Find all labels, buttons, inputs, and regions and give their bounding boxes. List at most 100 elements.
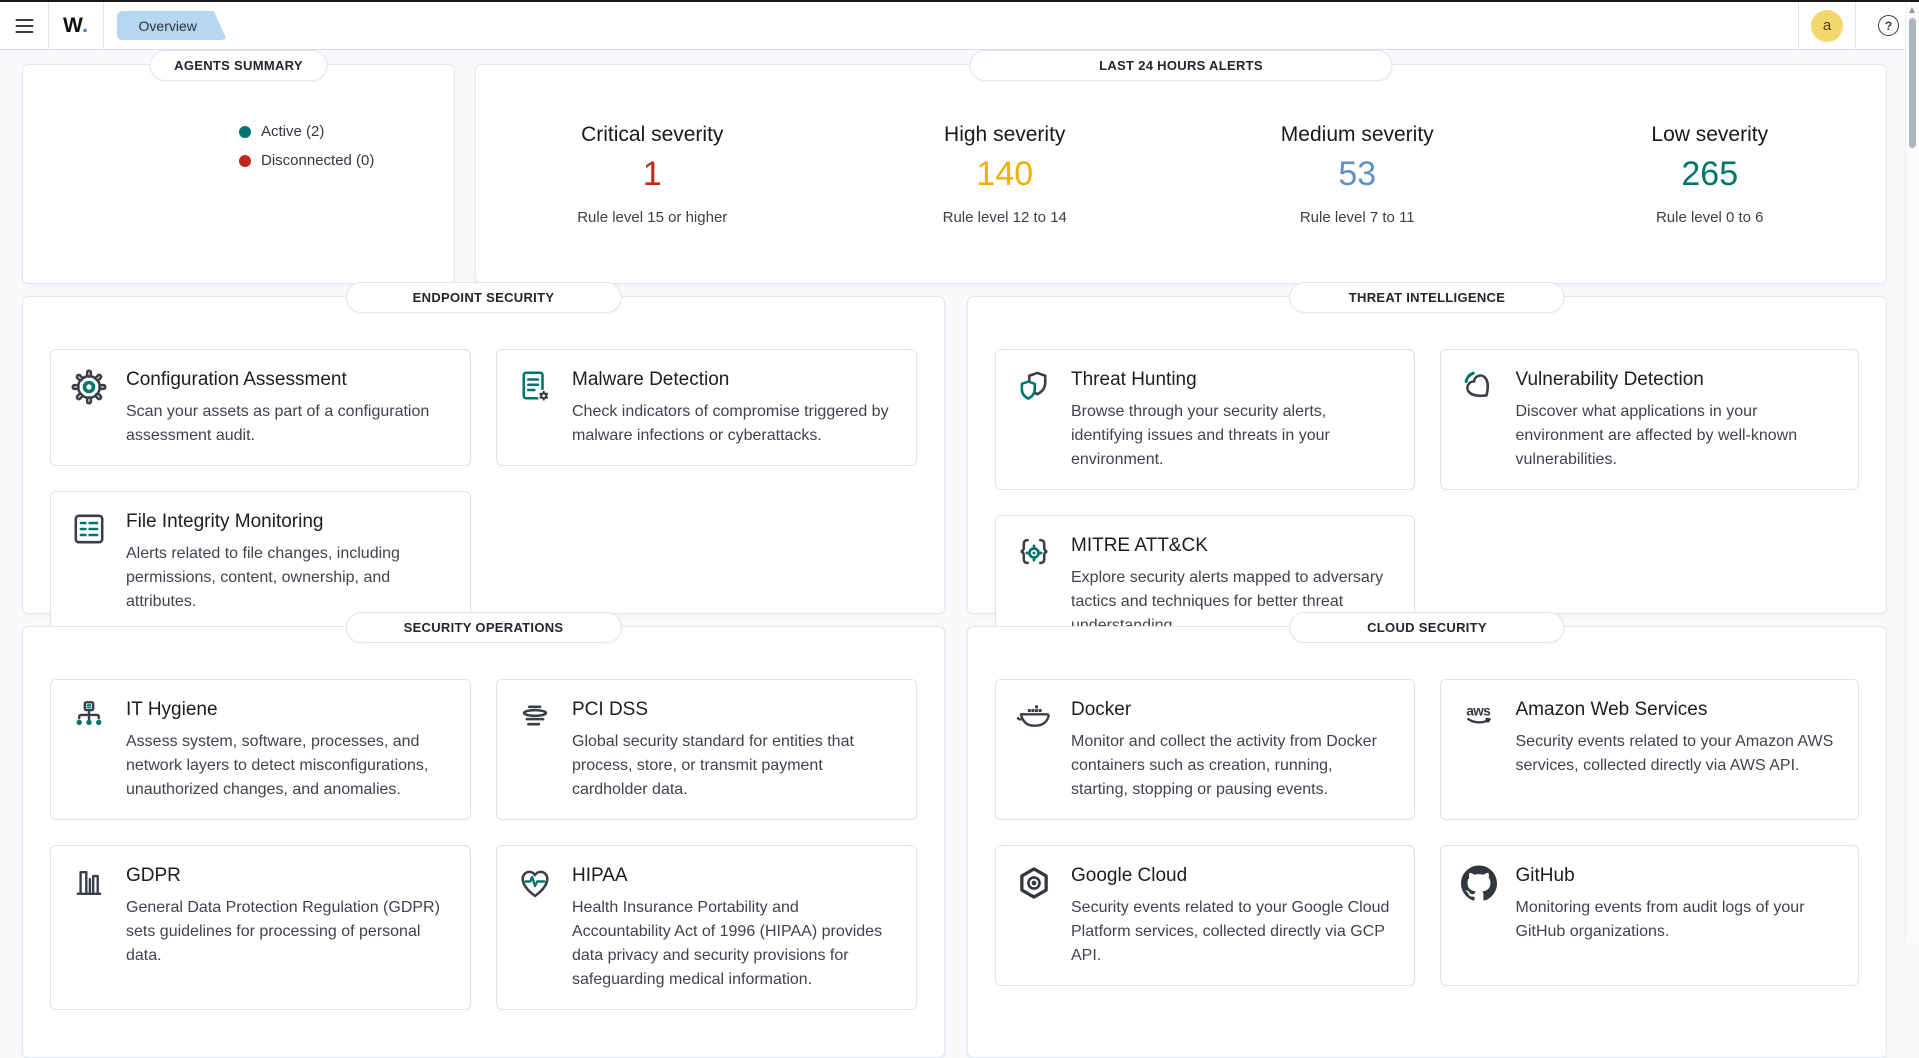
- card-description: Explore security alerts mapped to advers…: [1071, 569, 1384, 634]
- medium-severity-stat: Medium severity 53 Rule level 7 to 11: [1181, 123, 1534, 226]
- help-icon[interactable]: ?: [1878, 15, 1899, 36]
- card-description: Global security standard for entities th…: [572, 733, 854, 798]
- card-hipaa[interactable]: HIPAA Health Insurance Portability and A…: [496, 845, 917, 1010]
- card-title: Vulnerability Detection: [1515, 369, 1704, 390]
- card-description: Assess system, software, processes, and …: [126, 733, 429, 798]
- file-list-icon: [71, 509, 109, 614]
- endpoint-security-title: ENDPOINT SECURITY: [345, 282, 622, 313]
- agents-legend: Active (2) Disconnected (0): [239, 123, 374, 255]
- cloud-security-title: CLOUD SECURITY: [1289, 612, 1565, 643]
- heart-pulse-icon: [517, 863, 555, 992]
- card-title: IT Hygiene: [126, 699, 218, 720]
- severity-rule-range: Rule level 0 to 6: [1655, 209, 1764, 226]
- card-description: General Data Protection Regulation (GDPR…: [126, 899, 440, 964]
- scroll-up-arrow-icon[interactable]: [1909, 7, 1915, 13]
- card-pci-dss[interactable]: PCI DSS Global security standard for ent…: [496, 679, 917, 820]
- aws-logo-icon: aws: [1461, 697, 1499, 802]
- security-operations-panel: SECURITY OPERATIONS IT Hygiene Assess sy…: [22, 612, 945, 1058]
- severity-label: High severity: [944, 123, 1066, 146]
- topbar-divider: [102, 2, 104, 49]
- card-title: GitHub: [1515, 865, 1575, 886]
- card-title: GDPR: [126, 865, 181, 886]
- agents-summary-panel: AGENTS SUMMARY Active (2) Disconnected (…: [22, 50, 455, 284]
- card-it-hygiene[interactable]: IT Hygiene Assess system, software, proc…: [50, 679, 471, 820]
- card-malware-detection[interactable]: Malware Detection Check indicators of co…: [496, 349, 917, 466]
- card-description: Security events related to your Google C…: [1071, 899, 1390, 964]
- threat-intelligence-title: THREAT INTELLIGENCE: [1289, 282, 1565, 313]
- docker-whale-icon: [1016, 697, 1054, 802]
- card-description: Alerts related to file changes, includin…: [126, 545, 400, 610]
- card-title: HIPAA: [572, 865, 628, 886]
- card-description: Scan your assets as part of a configurat…: [126, 403, 430, 444]
- alerts-panel-title: LAST 24 HOURS ALERTS: [969, 50, 1393, 81]
- agents-summary-title: AGENTS SUMMARY: [149, 50, 328, 81]
- endpoint-security-panel: ENDPOINT SECURITY: [22, 282, 945, 632]
- card-description: Monitoring events from audit logs of you…: [1515, 899, 1805, 940]
- card-description: Discover what applications in your envir…: [1515, 403, 1798, 468]
- legend-label: Active (2): [261, 123, 325, 140]
- severity-rule-range: Rule level 7 to 11: [1299, 209, 1415, 226]
- document-gear-icon: [517, 367, 555, 448]
- active-dot-icon: [239, 125, 251, 138]
- card-title: Amazon Web Services: [1515, 699, 1708, 720]
- severity-value[interactable]: 1: [642, 155, 662, 193]
- logo-dot: .: [82, 13, 89, 37]
- network-hierarchy-icon: [71, 697, 109, 802]
- card-file-integrity-monitoring[interactable]: File Integrity Monitoring Alerts related…: [50, 491, 471, 632]
- topbar-right-group: a ?: [1798, 2, 1919, 49]
- low-severity-stat: Low severity 265 Rule level 0 to 6: [1534, 123, 1887, 226]
- hexagon-nut-icon: [1016, 863, 1054, 968]
- severity-rule-range: Rule level 15 or higher: [577, 209, 728, 226]
- card-title: Docker: [1071, 699, 1132, 720]
- threat-intelligence-panel: THREAT INTELLIGENCE Threat Hunting Brows…: [967, 282, 1887, 656]
- card-vulnerability-detection[interactable]: Vulnerability Detection Discover what ap…: [1439, 349, 1859, 490]
- agents-donut-chart[interactable]: [49, 105, 199, 255]
- severity-value[interactable]: 265: [1681, 155, 1739, 193]
- tab-overview[interactable]: Overview: [117, 11, 227, 40]
- card-configuration-assessment[interactable]: Configuration Assessment Scan your asset…: [50, 349, 471, 466]
- severity-label: Low severity: [1651, 123, 1769, 146]
- card-description: Health Insurance Portability and Account…: [572, 899, 883, 988]
- card-description: Security events related to your Amazon A…: [1515, 733, 1834, 774]
- page-scrollbar[interactable]: [1905, 2, 1919, 942]
- topbar-divider: [48, 2, 49, 49]
- critical-severity-stat: Critical severity 1 Rule level 15 or hig…: [476, 123, 829, 226]
- card-title: Google Cloud: [1071, 865, 1188, 886]
- wazuh-logo[interactable]: W.: [49, 14, 103, 38]
- building-columns-icon: [71, 863, 109, 992]
- card-description: Monitor and collect the activity from Do…: [1071, 733, 1377, 798]
- card-amazon-web-services[interactable]: aws Amazon Web Services Security events …: [1439, 679, 1859, 820]
- card-threat-hunting[interactable]: Threat Hunting Browse through your secur…: [995, 349, 1415, 490]
- scrollbar-thumb[interactable]: [1909, 18, 1916, 148]
- card-gdpr[interactable]: GDPR General Data Protection Regulation …: [50, 845, 471, 1010]
- card-title: Malware Detection: [572, 369, 730, 390]
- card-docker[interactable]: Docker Monitor and collect the activity …: [995, 679, 1415, 820]
- card-google-cloud[interactable]: Google Cloud Security events related to …: [995, 845, 1415, 986]
- avatar[interactable]: a: [1811, 9, 1843, 42]
- gear-icon: [71, 367, 109, 448]
- tilted-heart-icon: [1461, 367, 1499, 472]
- braces-target-icon: [1016, 533, 1054, 638]
- card-description: Check indicators of compromise triggered…: [572, 403, 889, 444]
- card-title: Threat Hunting: [1071, 369, 1197, 390]
- svg-text:aws: aws: [1466, 704, 1490, 719]
- window-top-edge: [0, 0, 1919, 2]
- card-title: File Integrity Monitoring: [126, 511, 324, 532]
- security-operations-title: SECURITY OPERATIONS: [345, 612, 622, 643]
- card-title: PCI DSS: [572, 699, 649, 720]
- severity-value[interactable]: 140: [976, 155, 1034, 193]
- legend-item-disconnected[interactable]: Disconnected (0): [239, 152, 374, 169]
- legend-item-active[interactable]: Active (2): [239, 123, 374, 140]
- severity-value[interactable]: 53: [1338, 155, 1377, 193]
- card-title: MITRE ATT&CK: [1071, 535, 1208, 556]
- severity-rule-range: Rule level 12 to 14: [942, 209, 1067, 226]
- stacked-layers-icon: [517, 697, 555, 802]
- card-github[interactable]: GitHub Monitoring events from audit logs…: [1439, 845, 1859, 986]
- logo-text: W: [63, 13, 83, 37]
- disconnected-dot-icon: [239, 154, 251, 167]
- menu-icon[interactable]: [15, 18, 34, 34]
- severity-label: Medium severity: [1280, 123, 1434, 146]
- card-description: Browse through your security alerts, ide…: [1071, 403, 1330, 468]
- card-title: Configuration Assessment: [126, 369, 347, 390]
- github-octocat-icon: [1460, 863, 1499, 968]
